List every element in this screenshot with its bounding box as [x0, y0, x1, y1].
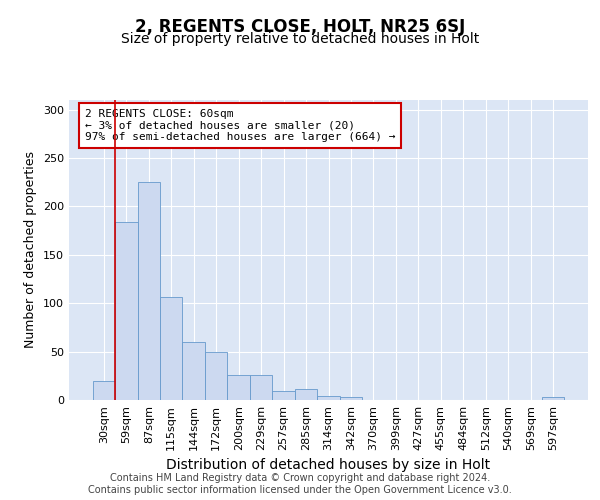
- Bar: [205, 352, 227, 400]
- Text: Contains HM Land Registry data © Crown copyright and database right 2024.
Contai: Contains HM Land Registry data © Crown c…: [88, 474, 512, 495]
- Text: 2, REGENTS CLOSE, HOLT, NR25 6SJ: 2, REGENTS CLOSE, HOLT, NR25 6SJ: [135, 18, 465, 36]
- Text: Size of property relative to detached houses in Holt: Size of property relative to detached ho…: [121, 32, 479, 46]
- Y-axis label: Number of detached properties: Number of detached properties: [25, 152, 37, 348]
- Text: 2 REGENTS CLOSE: 60sqm
← 3% of detached houses are smaller (20)
97% of semi-deta: 2 REGENTS CLOSE: 60sqm ← 3% of detached …: [85, 109, 395, 142]
- X-axis label: Distribution of detached houses by size in Holt: Distribution of detached houses by size …: [166, 458, 491, 472]
- Bar: [542, 397, 565, 400]
- Bar: [92, 380, 115, 400]
- Bar: [227, 375, 250, 400]
- Bar: [182, 342, 205, 400]
- Bar: [115, 222, 137, 400]
- Bar: [160, 298, 182, 400]
- Bar: [295, 390, 317, 400]
- Bar: [272, 392, 295, 400]
- Bar: [317, 396, 340, 400]
- Bar: [137, 182, 160, 400]
- Bar: [250, 375, 272, 400]
- Bar: [340, 397, 362, 400]
